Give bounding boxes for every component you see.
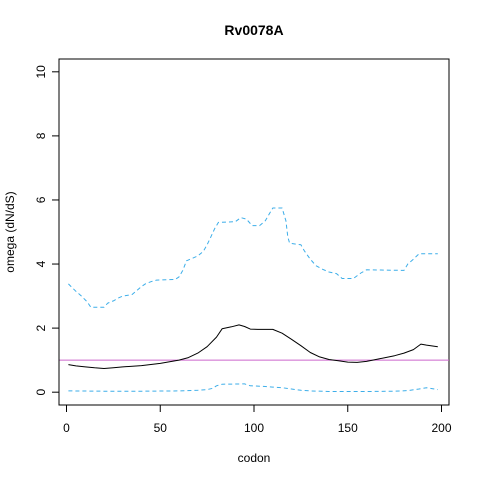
x-tick-label: 200 bbox=[431, 421, 451, 435]
chart-title: Rv0078A bbox=[224, 22, 283, 38]
series-dashed-line bbox=[68, 207, 438, 308]
x-tick-label: 100 bbox=[244, 421, 264, 435]
y-tick-label: 4 bbox=[34, 260, 48, 267]
x-tick-label: 0 bbox=[63, 421, 70, 435]
x-tick-label: 50 bbox=[154, 421, 168, 435]
x-axis-label: codon bbox=[238, 451, 271, 465]
y-axis-label: omega (dN/dS) bbox=[3, 191, 17, 272]
y-tick-label: 6 bbox=[34, 196, 48, 203]
y-tick-label: 0 bbox=[34, 389, 48, 396]
x-axis: 0 50 100 150 200 bbox=[63, 404, 452, 435]
y-tick-label: 2 bbox=[34, 324, 48, 331]
plot-frame bbox=[58, 58, 450, 406]
series-dashed-line bbox=[68, 383, 438, 392]
y-axis: 0 2 4 6 8 10 bbox=[34, 65, 60, 396]
y-tick-label: 10 bbox=[34, 65, 48, 79]
series-solid-line bbox=[68, 324, 438, 369]
y-tick-label: 8 bbox=[34, 132, 48, 139]
x-tick-label: 150 bbox=[338, 421, 358, 435]
plot-area bbox=[59, 207, 449, 392]
